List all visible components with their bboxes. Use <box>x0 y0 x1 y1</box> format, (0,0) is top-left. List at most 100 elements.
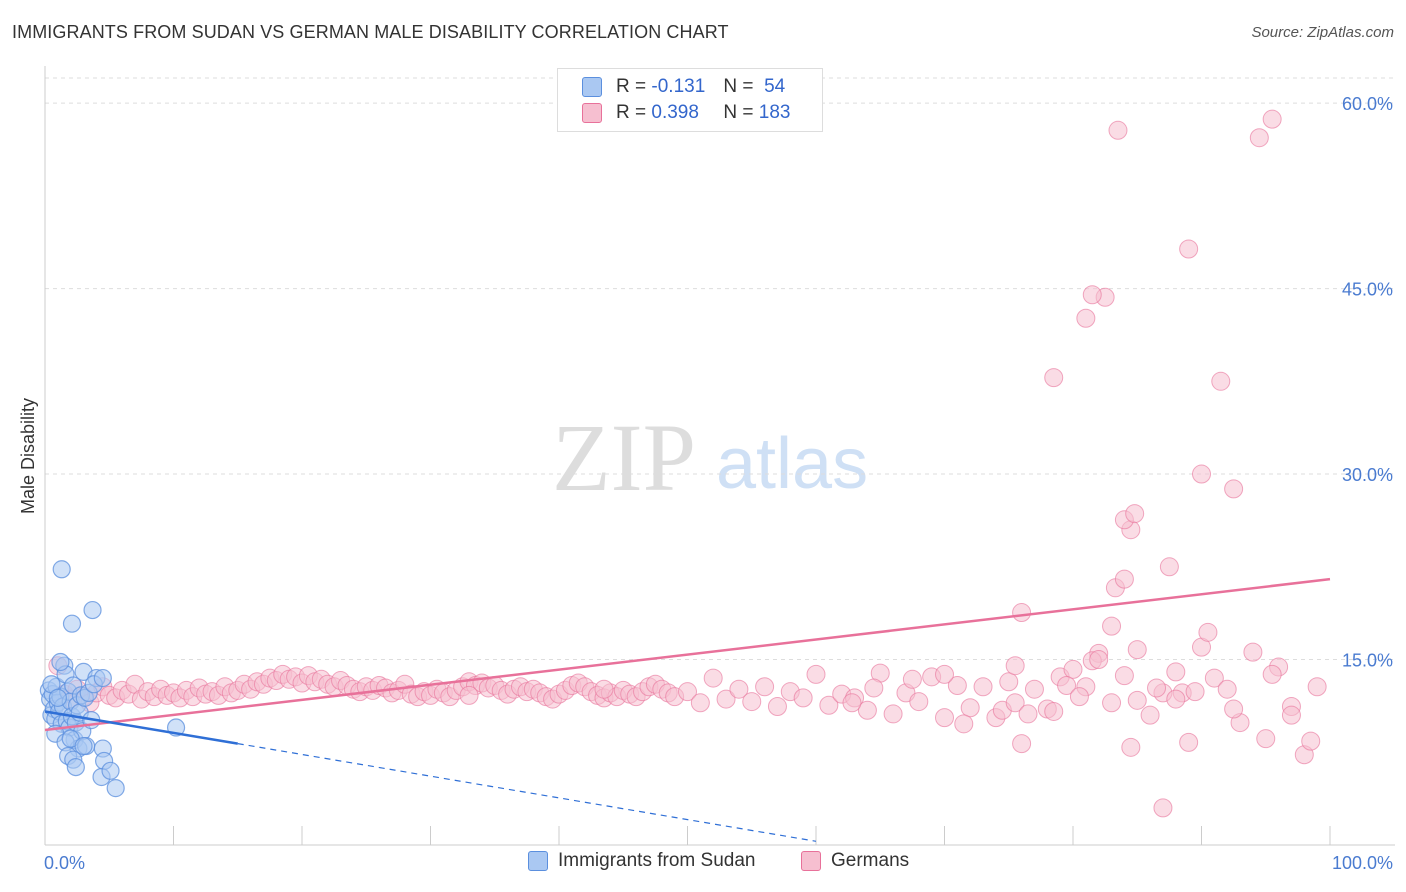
chart-source: Source: ZipAtlas.com <box>1251 24 1394 41</box>
point-germans <box>1224 479 1244 499</box>
point-sudan <box>66 757 85 777</box>
point-germans <box>1192 464 1211 484</box>
point-germans <box>909 692 929 712</box>
watermark-atlas: atlas <box>716 424 868 504</box>
point-germans <box>819 695 839 715</box>
legend-row-sudan: R = -0.131 N = 54 <box>582 75 785 99</box>
point-sudan <box>83 600 102 620</box>
point-sudan <box>74 736 93 756</box>
point-germans <box>806 664 826 684</box>
trend-lines <box>44 577 1331 842</box>
point-germans <box>1153 798 1173 818</box>
y-axis-label: Male Disability <box>18 398 38 514</box>
axes <box>44 66 1395 846</box>
bottom-legend-label: Immigrants from Sudan <box>558 850 756 871</box>
point-germans <box>1024 679 1044 699</box>
x-tick-label: 100.0% <box>1332 853 1393 873</box>
point-germans <box>999 672 1019 692</box>
legend-n-label: N = <box>723 76 754 97</box>
point-germans <box>678 682 697 702</box>
legend-n-label: N = <box>723 102 754 123</box>
trend-germans <box>44 577 1331 732</box>
point-germans <box>1185 682 1205 702</box>
point-germans <box>883 704 903 724</box>
point-germans <box>1044 368 1064 388</box>
point-germans <box>960 698 980 718</box>
point-germans <box>1076 308 1096 328</box>
y-tick-labels: 15.0% 30.0% 45.0% 60.0% <box>1342 94 1393 670</box>
point-germans <box>690 693 710 713</box>
point-sudan <box>52 560 71 579</box>
point-germans <box>1127 640 1147 660</box>
point-germans <box>716 689 736 709</box>
y-tick-label: 15.0% <box>1342 651 1393 671</box>
point-germans <box>767 697 787 717</box>
point-germans <box>1262 664 1282 684</box>
point-germans <box>1069 687 1089 707</box>
point-germans <box>1057 675 1077 695</box>
bottom-swatch-pink <box>801 851 821 871</box>
point-germans <box>1179 239 1199 259</box>
point-germans <box>1125 504 1145 524</box>
point-germans <box>1249 128 1269 148</box>
trend-sudan <box>44 710 238 745</box>
point-germans <box>902 669 922 689</box>
point-germans <box>1114 666 1134 686</box>
point-sudan <box>106 779 125 798</box>
watermark-zip: ZIP <box>552 404 696 511</box>
point-germans <box>1140 705 1160 725</box>
point-germans <box>594 679 614 699</box>
point-sudan <box>93 668 112 688</box>
x-tick-labels: 0.0% 100.0% <box>44 853 1393 873</box>
point-germans <box>1224 699 1244 719</box>
point-germans <box>1089 650 1109 670</box>
point-germans <box>1198 622 1218 642</box>
point-germans <box>703 668 723 688</box>
point-germans <box>1108 120 1128 140</box>
point-germans <box>1281 705 1301 725</box>
point-germans <box>459 685 479 705</box>
point-germans <box>755 677 775 697</box>
point-germans <box>729 679 749 699</box>
point-germans <box>1147 678 1167 698</box>
legend-r-value: -0.131 <box>651 76 706 97</box>
point-germans <box>1012 734 1032 754</box>
trend-sudan-extension <box>237 743 817 842</box>
y-tick-label: 30.0% <box>1342 465 1393 485</box>
point-germans <box>1301 731 1321 751</box>
chart-title: IMMIGRANTS FROM SUDAN VS GERMAN MALE DIS… <box>12 22 729 42</box>
point-germans <box>793 688 813 708</box>
point-sudan <box>51 652 70 672</box>
point-germans <box>973 677 993 697</box>
legend-row-germans: R = 0.398 N = 183 <box>582 101 790 125</box>
point-germans <box>935 708 954 728</box>
legend-swatch-pink <box>582 103 602 123</box>
point-germans <box>1121 737 1141 757</box>
point-germans <box>1307 677 1327 697</box>
point-germans <box>842 693 862 713</box>
point-germans <box>1256 729 1276 749</box>
y-tick-label: 60.0% <box>1342 94 1393 114</box>
bottom-legend-sudan: Immigrants from Sudan <box>528 850 755 872</box>
point-germans <box>1005 693 1025 713</box>
stats-legend: R = -0.131 N = 54 R = 0.398 N = 183 <box>557 68 823 132</box>
legend-swatch-blue <box>582 77 602 97</box>
legend-r-label: R = <box>616 102 647 123</box>
y-tick-label: 45.0% <box>1342 280 1393 300</box>
point-germans <box>742 692 762 712</box>
legend-n-value: 183 <box>758 102 791 123</box>
x-tick-label: 0.0% <box>44 853 85 873</box>
point-germans <box>1166 662 1186 682</box>
point-germans <box>1262 109 1282 129</box>
point-germans <box>947 675 967 695</box>
y-axis-label-wrap: Male Disability <box>18 398 38 514</box>
point-germans <box>1159 557 1179 577</box>
point-germans <box>1063 659 1083 679</box>
point-germans <box>1166 689 1186 709</box>
point-germans <box>1179 732 1199 752</box>
point-germans <box>1012 603 1032 623</box>
point-germans <box>954 714 974 734</box>
legend-r-value: 0.398 <box>651 102 699 123</box>
point-germans <box>1243 642 1263 662</box>
